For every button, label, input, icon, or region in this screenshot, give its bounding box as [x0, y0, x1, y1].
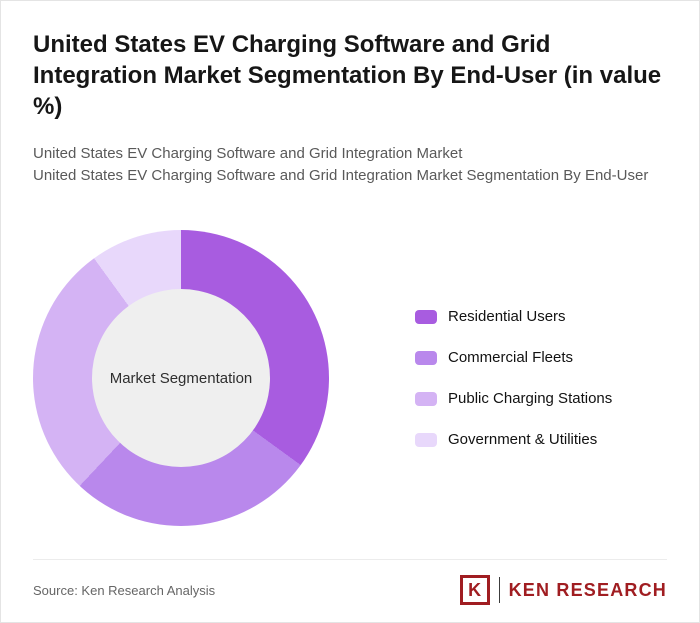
- logo-divider: [498, 577, 500, 603]
- legend-item: Government & Utilities: [415, 431, 612, 448]
- logo-k-icon: K: [459, 575, 490, 605]
- legend-label: Government & Utilities: [448, 431, 598, 449]
- subtitle-line-1: United States EV Charging Software and G…: [33, 144, 463, 162]
- page-title: United States EV Charging Software and G…: [33, 31, 662, 121]
- legend-swatch: [415, 391, 437, 406]
- source-note: Source: Ken Research Analysis: [33, 582, 216, 598]
- legend-item: Commercial Fleets: [415, 349, 612, 366]
- legend-label: Public Charging Stations: [448, 390, 613, 408]
- donut-chart: Market Segmentation: [33, 230, 329, 527]
- donut-center-label: Market Segmentation: [109, 369, 253, 387]
- legend-swatch: [415, 432, 437, 447]
- donut-center: Market Segmentation: [92, 289, 270, 468]
- logo-k-letter: K: [468, 580, 482, 600]
- footer: Source: Ken Research Analysis K KEN RESE…: [33, 559, 667, 622]
- legend-label: Commercial Fleets: [448, 349, 574, 367]
- legend-swatch: [415, 309, 437, 324]
- legend-item: Residential Users: [415, 308, 612, 325]
- chart-legend: Residential Users Commercial Fleets Public…: [415, 308, 612, 448]
- logo-brand-text: KEN RESEARCH: [508, 579, 667, 600]
- legend-item: Public Charging Stations: [415, 390, 612, 407]
- chart-area: Market Segmentation Residential Users Com…: [33, 198, 667, 559]
- legend-swatch: [415, 350, 437, 365]
- legend-label: Residential Users: [448, 308, 566, 326]
- ken-research-logo: K KEN RESEARCH: [459, 575, 667, 605]
- subtitle-line-2: United States EV Charging Software and G…: [33, 167, 649, 185]
